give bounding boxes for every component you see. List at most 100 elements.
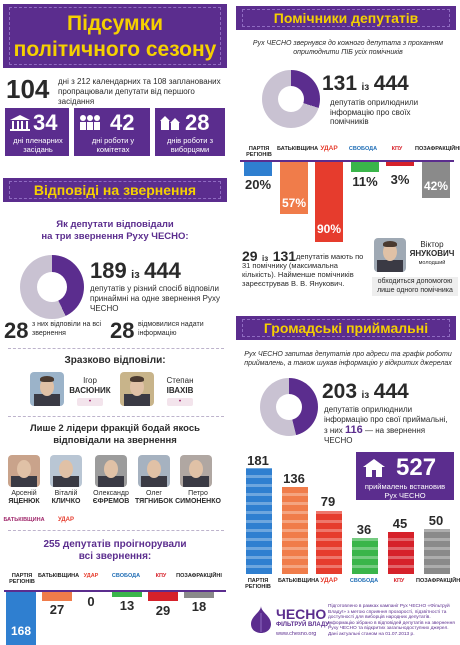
party-r1-nonfaction: ПОЗАФРАКЦІЙНІ: [415, 146, 460, 152]
responded-of: із: [131, 269, 140, 281]
responded-total: 444: [144, 258, 181, 283]
ignored-bar-kpu: [148, 592, 178, 601]
days-text: дні з 212 календарних та 108 заплановани…: [58, 77, 221, 106]
avatar-tyahnybok: [138, 455, 170, 487]
leaders-title-2: відповідали на звернення: [53, 435, 177, 446]
party-r1-batk: БАТЬКІВЩИНА: [277, 146, 319, 152]
party-r2-udar: УДАР: [320, 577, 338, 584]
assistants-text: депутатів оприлюднили інформацію про сво…: [330, 98, 419, 126]
ignored-val-kpu: 29: [155, 603, 171, 618]
refused-num: 28: [110, 318, 135, 343]
stat-voters-box: 28 днів роботи з виборцями: [155, 108, 225, 156]
party-label-regions: ПАРТІЯ РЕГІОНІВ: [9, 573, 35, 585]
title-line-1: Підсумки: [66, 12, 164, 35]
ignored-title-1: 255 депутатів проігнорували: [43, 539, 187, 550]
assistants-pct-batk: 57%: [281, 196, 307, 210]
reception-of: із: [361, 390, 370, 401]
exemplary-first-2: Степан: [166, 376, 194, 385]
reception-banner: Громадські приймальні: [236, 316, 456, 340]
leader-first-5: Петро: [188, 490, 208, 497]
party-label-batk: БАТЬКІВЩИНА: [38, 573, 80, 579]
building-icon: [9, 114, 31, 132]
leader-last-1: ЯЦЕНЮК: [8, 498, 40, 505]
ignored-bar-nonfaction: [184, 592, 214, 598]
max-num: 29: [242, 248, 258, 264]
assistants-banner: Помічники депутатів: [236, 6, 456, 30]
stat-voters-num: 28: [185, 110, 210, 135]
reception-total: 444: [373, 380, 409, 403]
yanuk-text: обходиться допомогою лише одного помічни…: [372, 277, 458, 296]
party-r2-kpu: КПУ: [393, 578, 405, 584]
party-r2-svoboda: СВОБОДА: [349, 578, 379, 584]
reception-val-udar: 79: [320, 494, 336, 509]
leader-party-udar: УДАР: [57, 517, 75, 523]
refused-text: відмовилися надати інформацію: [138, 321, 204, 337]
leader-party-batk: БАТЬКІВЩИНА: [3, 517, 45, 523]
reception-bar-svoboda: [352, 538, 378, 574]
footer-sub: ФІЛЬТРУЙ ВЛАДУ!: [276, 622, 332, 628]
reception-text2-pre: з них: [324, 426, 343, 435]
stat-voters-label: днів роботи з виборцями: [166, 136, 214, 154]
party-r1-svoboda: СВОБОДА: [348, 146, 378, 152]
party-label-kpu: КПУ: [155, 573, 167, 579]
max-of: із: [262, 254, 269, 263]
days-number: 104: [6, 74, 50, 104]
exemplary-first-1: Ігор: [83, 376, 97, 385]
yanuk-note: молодший: [418, 260, 446, 266]
responded-count: 189 із 444: [90, 258, 181, 284]
party-r2-nonfaction: ПОЗАФРАКЦІЙНІ: [416, 578, 460, 584]
ignored-axis: [4, 590, 226, 592]
footer-text: Підготовлено в рамках кампанії Рух ЧЕСНО…: [328, 604, 455, 637]
party-r1-regions: ПАРТІЯ РЕГІОНІВ: [246, 146, 272, 158]
reception-text-2: з них 116 — на звернення ЧЕСНО: [324, 424, 454, 445]
responded-text: депутатів у різний спосіб відповіли прин…: [90, 284, 220, 313]
batk-logo: ♥: [77, 398, 103, 406]
assistants-total: 444: [373, 72, 409, 95]
reception-bar-batk: [282, 487, 308, 574]
avatar-yefremov: [95, 455, 127, 487]
reception-count: 203 із 444: [322, 380, 409, 404]
assistants-donut: [262, 70, 320, 128]
stat-plenary-box: 34 дні пленарних засідань: [5, 108, 69, 156]
avatar-yanukovych: [374, 238, 406, 272]
separator-3: [8, 530, 224, 531]
ignored-val-svoboda: 13: [119, 598, 135, 613]
assistants-pct-svoboda: 11%: [352, 174, 378, 189]
assistants-bar-batk: [280, 162, 308, 214]
party-r1-udar: УДАР: [320, 145, 338, 152]
responses-banner: Відповіді на звернення: [3, 178, 227, 202]
avatar-symonenko: [180, 455, 212, 487]
responses-title: Відповіді на звернення: [33, 182, 197, 198]
assistants-pct-nonfaction: 42%: [423, 179, 449, 193]
max-count: 29 із 131: [242, 248, 296, 266]
stat-committee-num: 42: [110, 110, 135, 135]
assistants-axis: [240, 160, 454, 162]
exemplary-last-1: ВАСЮНИК: [69, 386, 111, 395]
people-icon: [78, 114, 102, 132]
leader-first-4: Олег: [146, 490, 162, 497]
offices-text: приймалень встановив Рух ЧЕСНО: [364, 482, 446, 500]
reception-text2-num: 116: [345, 424, 363, 436]
footer-logo: ЧЕСНО: [276, 606, 327, 622]
assistants-pct-kpu: 3%: [390, 172, 410, 187]
separator: [8, 348, 224, 349]
ignored-bar-batk: [42, 592, 72, 601]
batk-logo-2: ♥: [167, 398, 193, 406]
leader-last-2: КЛИЧКО: [51, 498, 81, 505]
ignored-bar-svoboda: [112, 592, 142, 597]
yanuk-first: Віктор: [420, 240, 444, 249]
assistants-count: 131 із 444: [322, 72, 409, 96]
offices-num: 527: [396, 454, 437, 481]
footer-url: www.chesno.org: [276, 631, 317, 637]
stat-committee-box: 42 дні роботи у комітетах: [74, 108, 150, 156]
title-line-2: політичного сезону: [13, 38, 217, 61]
reception-bar-regions: [246, 468, 272, 574]
exemplary-title: Зразково відповіли:: [64, 355, 166, 366]
houses-icon: [159, 115, 181, 131]
reception-bar-kpu: [388, 532, 414, 574]
avatar-yatsenyuk: [8, 455, 40, 487]
reception-val-nonfaction: 50: [428, 513, 444, 528]
leader-last-3: ЄФРЕМОВ: [92, 498, 130, 505]
party-label-svoboda: СВОБОДА: [111, 573, 141, 579]
party-label-udar: УДАР: [83, 573, 99, 579]
